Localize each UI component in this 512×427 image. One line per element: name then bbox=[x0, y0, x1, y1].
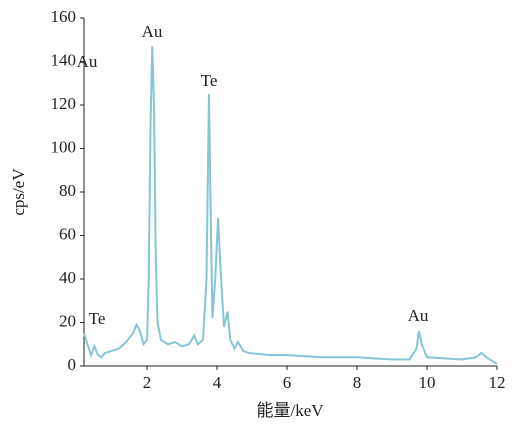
y-tick-label: 160 bbox=[51, 7, 77, 26]
x-tick-label: 12 bbox=[489, 373, 506, 392]
y-tick-label: 40 bbox=[59, 268, 76, 287]
spectrum-line bbox=[83, 46, 498, 365]
peak-annotation: Au bbox=[77, 52, 98, 71]
y-tick-label: 120 bbox=[51, 94, 77, 113]
y-tick-label: 100 bbox=[51, 137, 77, 156]
x-tick-label: 4 bbox=[213, 373, 222, 392]
y-tick-label: 60 bbox=[59, 224, 76, 243]
y-tick-label: 20 bbox=[59, 311, 76, 330]
y-axis-label: cps/eV bbox=[9, 168, 28, 216]
peak-annotation: Te bbox=[89, 309, 106, 328]
y-tick-label: 140 bbox=[51, 50, 77, 69]
y-tick-label: 80 bbox=[59, 181, 76, 200]
x-tick-label: 6 bbox=[283, 373, 292, 392]
x-tick-label: 2 bbox=[143, 373, 152, 392]
x-tick-label: 10 bbox=[419, 373, 436, 392]
y-tick-label: 0 bbox=[68, 355, 77, 374]
peak-annotation: Au bbox=[142, 22, 163, 41]
x-axis-label: 能量/keV bbox=[256, 401, 324, 420]
peak-annotation: Te bbox=[201, 71, 218, 90]
x-tick-label: 8 bbox=[353, 373, 362, 392]
peak-annotation: Au bbox=[408, 306, 429, 325]
